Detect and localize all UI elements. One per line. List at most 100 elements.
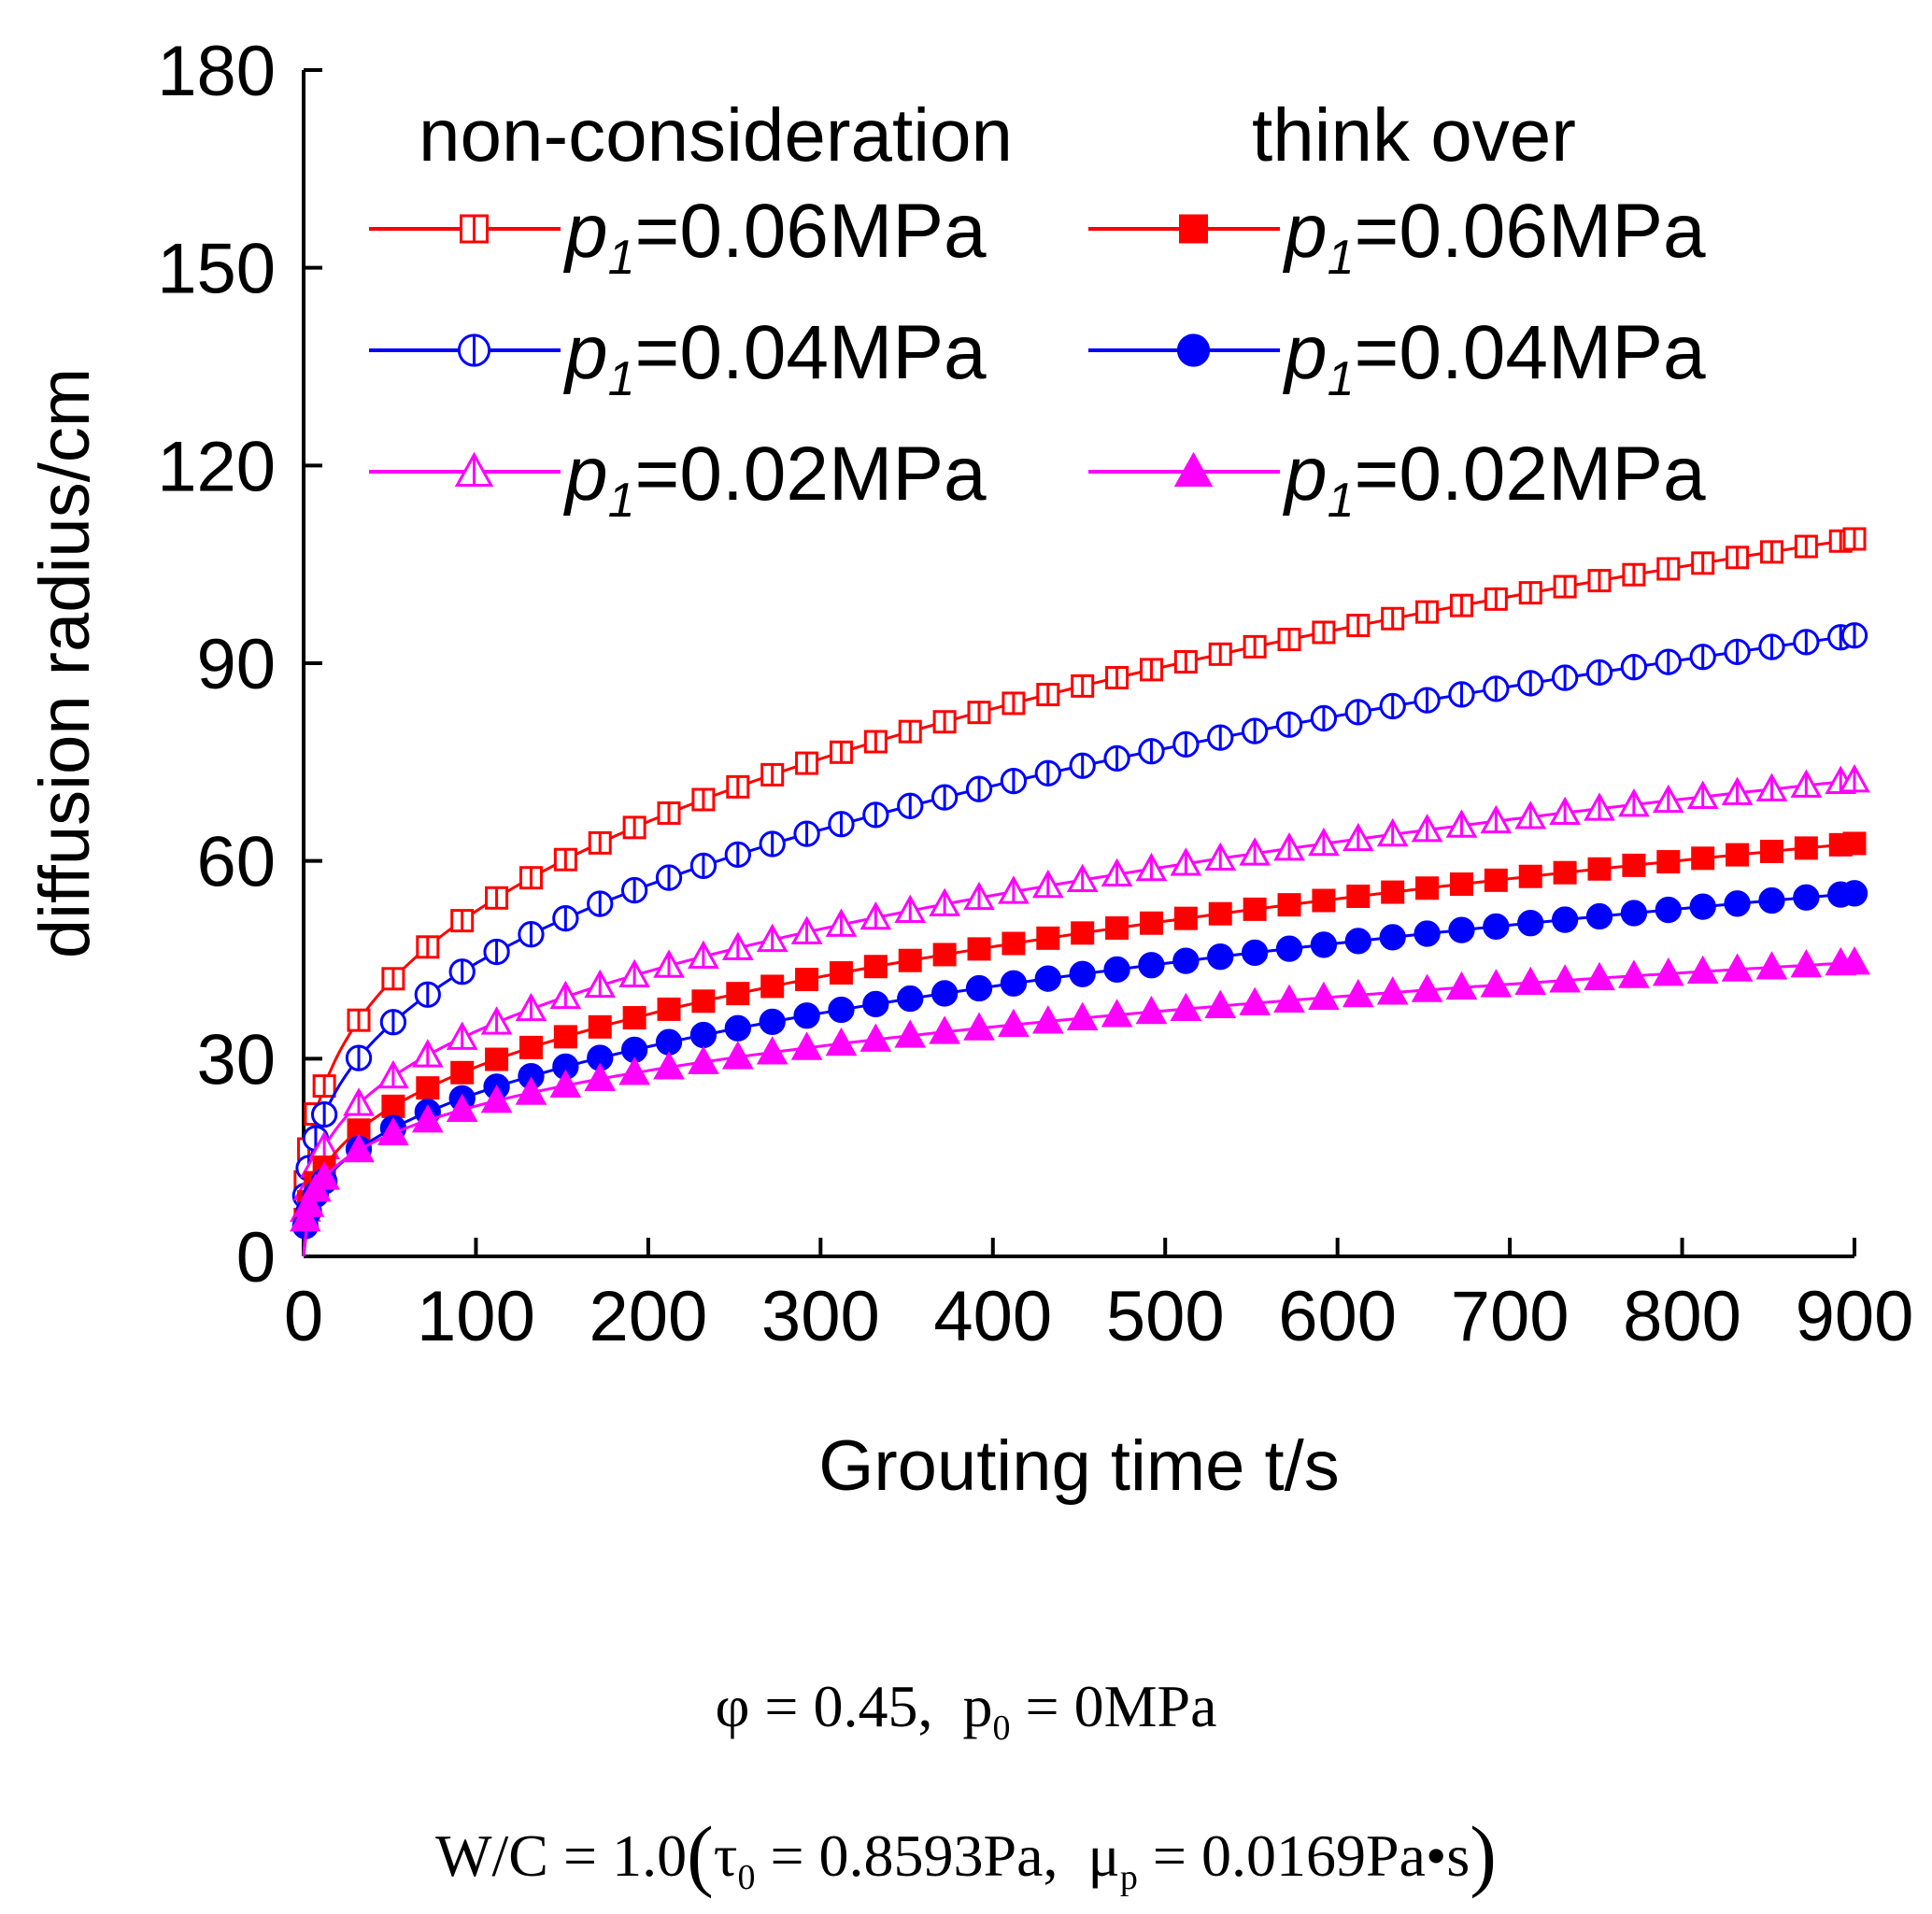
legend-entry: p1=0.06MPa xyxy=(1088,189,1706,285)
data-point xyxy=(1071,921,1095,945)
data-point xyxy=(929,1015,960,1044)
data-point xyxy=(1839,764,1870,793)
series-non-consideration-0.04 xyxy=(291,622,1868,1257)
data-point xyxy=(1840,880,1868,907)
data-point xyxy=(898,719,922,744)
x-tick-label: 800 xyxy=(1623,1277,1741,1356)
data-point xyxy=(724,841,751,869)
data-point xyxy=(588,1014,612,1039)
data-point xyxy=(1139,658,1163,682)
data-point xyxy=(1066,1001,1099,1030)
data-point xyxy=(480,1084,513,1113)
x-tick-label: 500 xyxy=(1106,1277,1225,1356)
legend-label: p1=0.06MPa xyxy=(562,189,987,285)
data-point xyxy=(726,774,750,799)
data-point xyxy=(1103,956,1130,984)
data-point xyxy=(1204,842,1237,872)
data-point xyxy=(756,1036,788,1065)
data-point xyxy=(724,1014,751,1042)
data-point xyxy=(446,1093,478,1123)
data-point xyxy=(1415,876,1440,900)
data-point xyxy=(1587,857,1612,881)
series-non-consideration-0.02 xyxy=(289,764,1870,1257)
caption-p: p xyxy=(962,1673,993,1739)
data-point xyxy=(790,915,823,944)
data-point xyxy=(1724,890,1751,917)
data-point xyxy=(862,801,889,829)
data-point xyxy=(553,847,577,872)
data-point xyxy=(1172,947,1200,974)
caption-phi: φ = 0.45, xyxy=(715,1673,933,1739)
caption-p-rest: = 0MPa xyxy=(1010,1673,1217,1739)
data-point xyxy=(480,1006,513,1035)
data-point xyxy=(1551,906,1579,933)
data-point xyxy=(1553,574,1577,599)
data-point xyxy=(1480,804,1513,834)
legend-marker xyxy=(454,451,494,488)
data-point xyxy=(1551,664,1579,691)
data-point xyxy=(653,949,685,978)
y-tick-label: 30 xyxy=(196,1020,276,1099)
data-point xyxy=(894,894,927,923)
data-point xyxy=(1652,784,1684,814)
data-point xyxy=(1622,853,1646,877)
legend-label: p1=0.02MPa xyxy=(1282,432,1706,528)
data-point xyxy=(1379,692,1406,720)
data-point xyxy=(1000,970,1028,997)
data-point xyxy=(1173,650,1198,674)
data-point xyxy=(1755,773,1788,801)
data-point xyxy=(1415,600,1440,624)
data-point xyxy=(1553,860,1577,885)
data-point xyxy=(485,886,509,910)
data-point xyxy=(1204,989,1237,1018)
data-point xyxy=(1275,711,1303,738)
data-point xyxy=(1686,955,1719,985)
data-point xyxy=(1411,814,1443,843)
data-point xyxy=(1759,839,1783,863)
data-point xyxy=(1312,620,1336,645)
legend-header-think-over: think over xyxy=(1252,93,1576,177)
x-axis-label: Grouting time t/s xyxy=(818,1426,1340,1506)
data-point xyxy=(1173,906,1198,930)
x-tick-label: 600 xyxy=(1278,1277,1397,1356)
data-point xyxy=(1413,687,1441,714)
data-point xyxy=(1342,822,1374,852)
data-point xyxy=(967,937,991,961)
data-point xyxy=(1138,738,1165,765)
data-point xyxy=(1790,949,1823,978)
data-point xyxy=(1549,796,1581,826)
data-point xyxy=(1790,769,1823,798)
legend-entry: p1=0.02MPa xyxy=(1088,432,1706,528)
data-point xyxy=(1036,926,1060,950)
data-point xyxy=(829,961,853,985)
y-tick-label: 120 xyxy=(157,427,276,506)
x-tick-label: 100 xyxy=(417,1277,535,1356)
legend-marker xyxy=(1179,214,1208,244)
data-point xyxy=(1101,999,1133,1028)
data-point xyxy=(965,775,993,802)
data-point xyxy=(859,1023,892,1052)
data-point xyxy=(1036,683,1060,707)
data-point xyxy=(1517,670,1544,697)
data-point xyxy=(1346,614,1371,638)
data-point xyxy=(1480,969,1513,998)
data-point xyxy=(1002,931,1026,956)
x-tick-label: 900 xyxy=(1796,1277,1914,1356)
data-point xyxy=(549,980,582,1010)
data-point xyxy=(1208,901,1232,926)
data-point xyxy=(1484,587,1508,611)
data-point xyxy=(795,968,819,992)
data-point xyxy=(347,1008,371,1032)
data-point xyxy=(929,887,960,916)
data-point xyxy=(1655,648,1682,675)
data-point xyxy=(1105,666,1129,690)
data-point xyxy=(1273,984,1305,1013)
data-point xyxy=(1759,540,1783,564)
data-point xyxy=(1069,960,1096,987)
data-point xyxy=(759,1008,786,1036)
data-point xyxy=(965,974,993,1002)
data-point xyxy=(620,876,648,904)
data-point xyxy=(1000,767,1028,795)
data-point xyxy=(1721,776,1754,805)
